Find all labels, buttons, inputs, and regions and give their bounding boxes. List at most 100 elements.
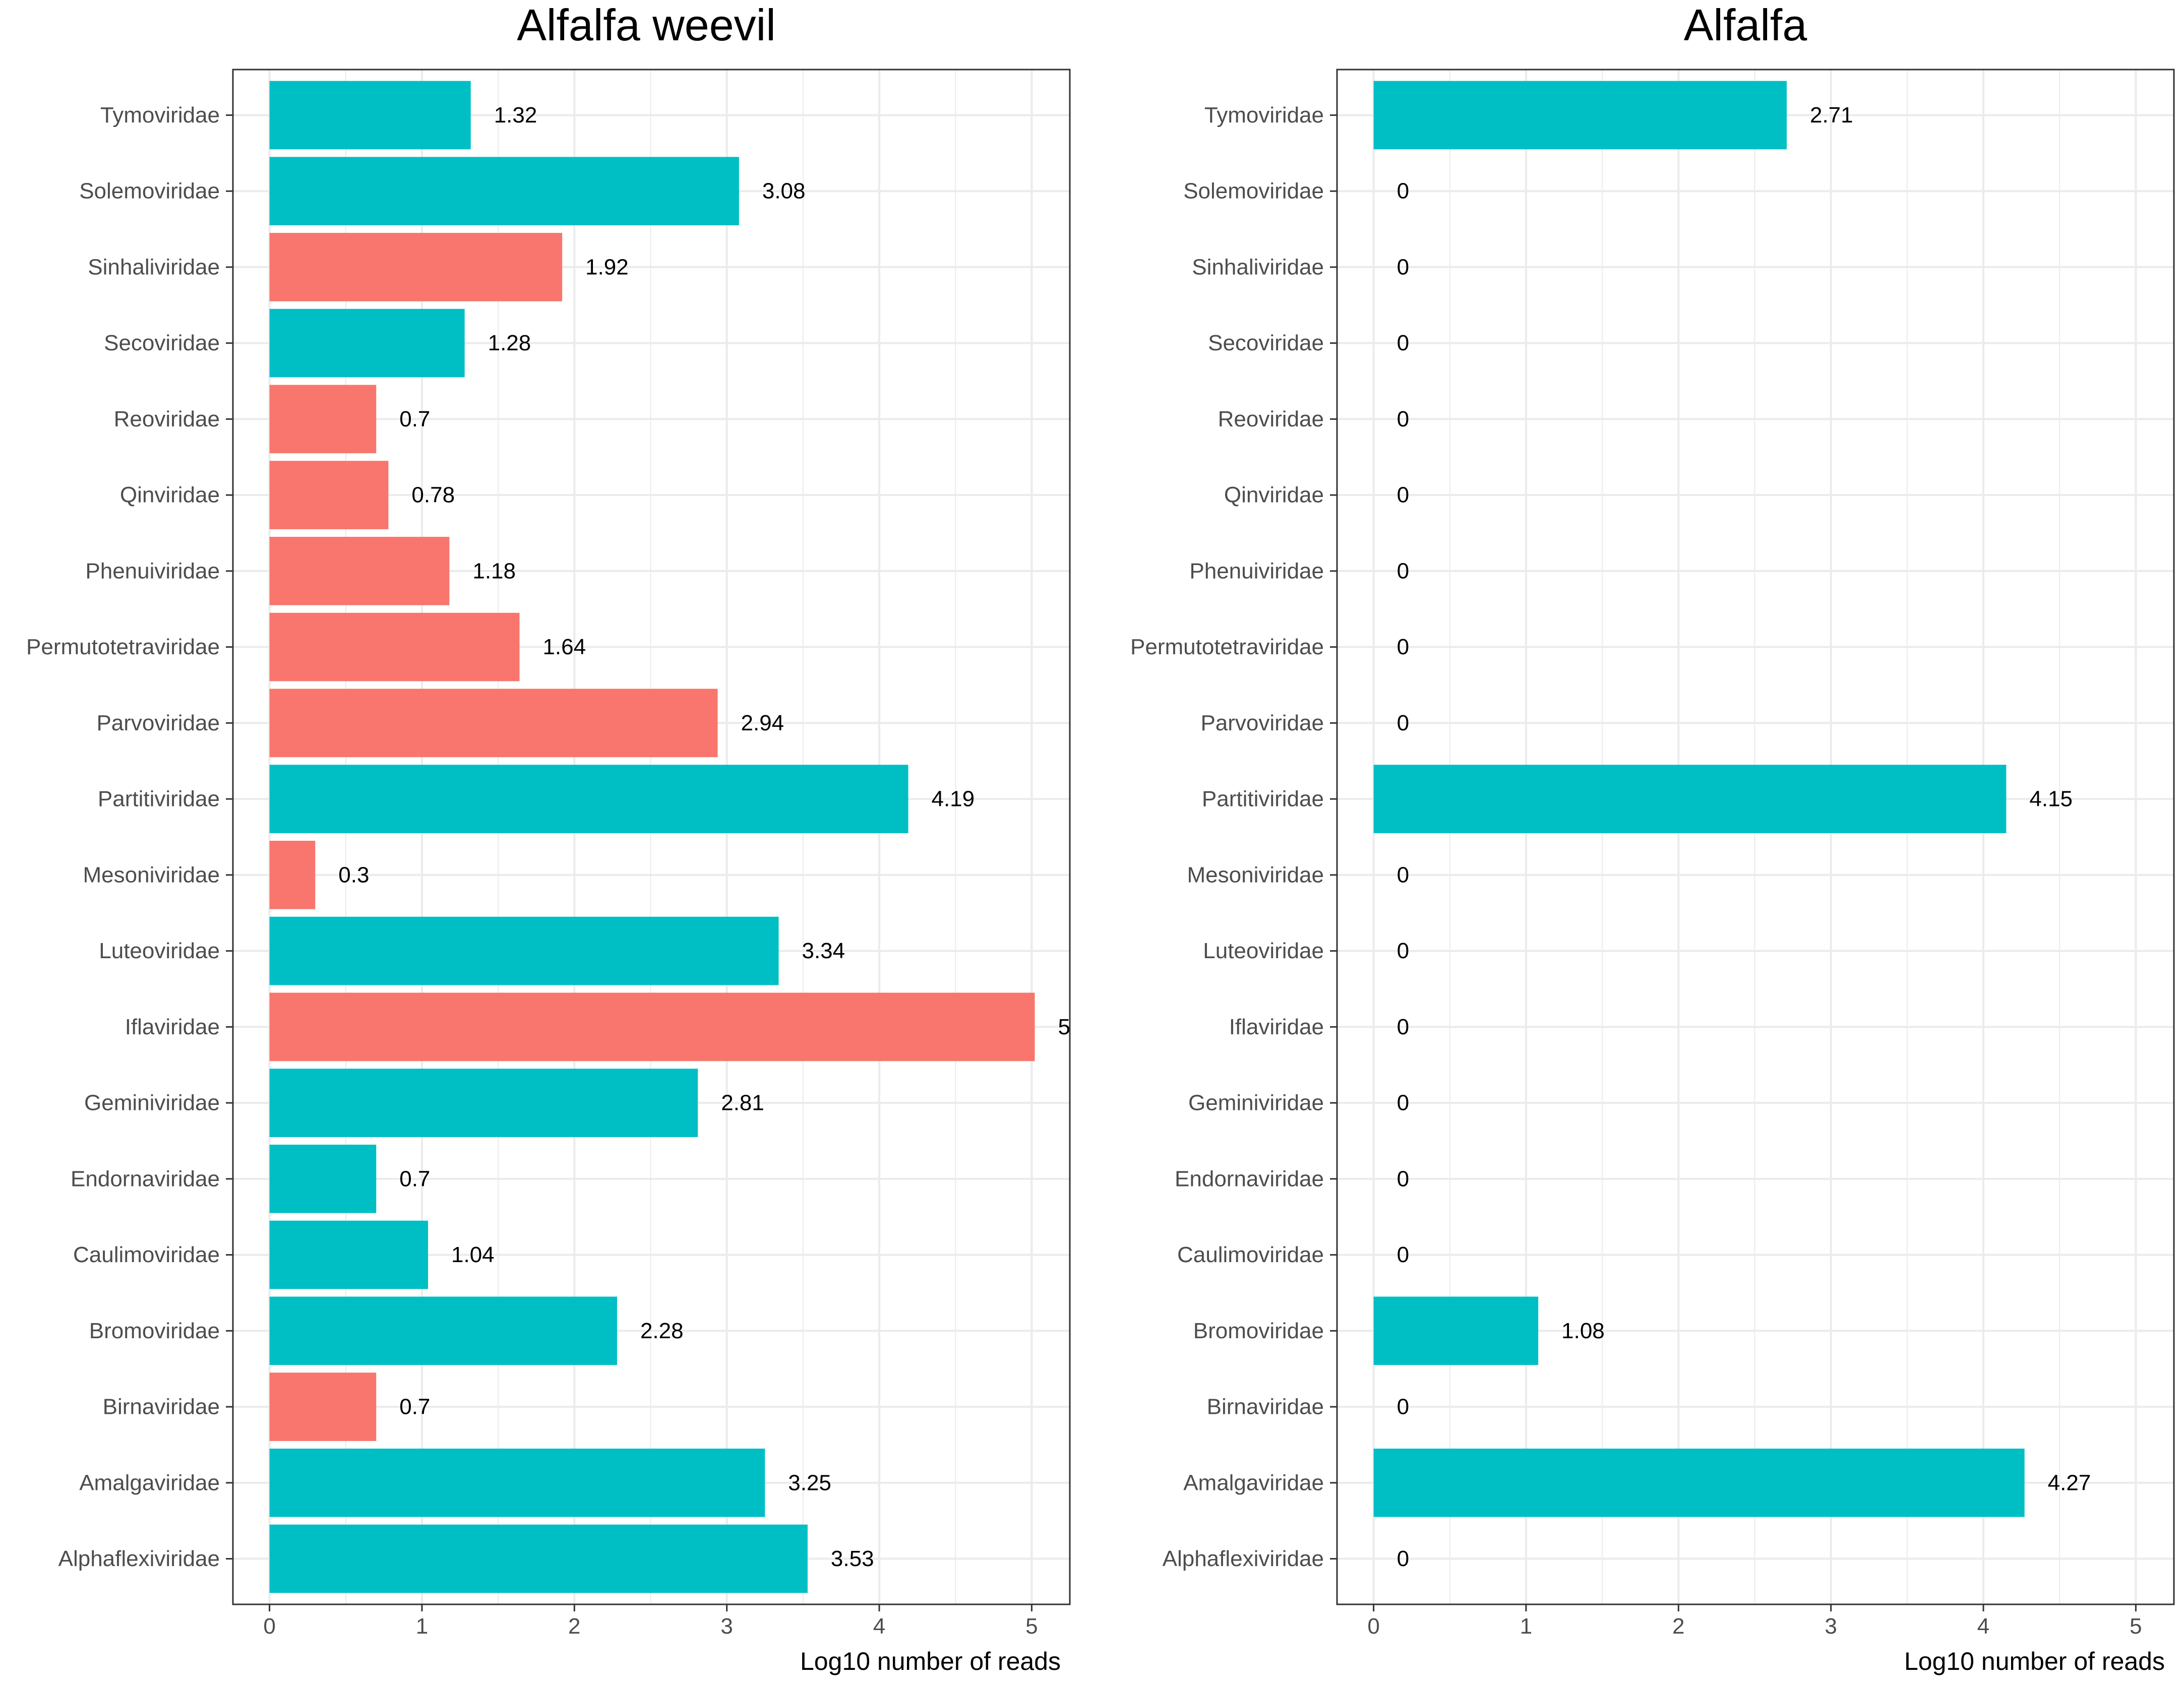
y-tick-label: Luteoviridae [1203, 939, 1324, 963]
x-tick-label: 4 [873, 1614, 885, 1639]
value-label: 0.78 [411, 483, 455, 508]
y-tick-label: Permutotetraviridae [26, 635, 220, 659]
value-label: 0 [1397, 1242, 1409, 1267]
bar-sinhaliviridae [269, 233, 563, 301]
y-tick-label: Reoviridae [1218, 407, 1324, 431]
y-tick-label: Sinhaliviridae [1192, 255, 1324, 279]
bar-amalgaviridae [269, 1448, 765, 1517]
y-tick-label: Parvoviridae [96, 711, 220, 735]
y-tick-label: Partitiviridae [98, 787, 220, 812]
y-tick-label: Caulimoviridae [1177, 1242, 1324, 1267]
value-label: 4.27 [2048, 1470, 2091, 1495]
value-label: 2.28 [640, 1319, 684, 1343]
y-tick-label: Secoviridae [1208, 331, 1324, 355]
x-tick-label: 3 [720, 1614, 733, 1639]
value-label: 2.81 [721, 1091, 764, 1115]
value-label: 3.25 [788, 1470, 831, 1495]
bar-alphaflexiviridae [269, 1524, 808, 1593]
y-tick-label: Secoviridae [104, 331, 220, 355]
y-tick-label: Geminiviridae [1188, 1091, 1324, 1115]
bar-partitiviridae [269, 765, 908, 833]
y-tick-label: Luteoviridae [99, 939, 220, 963]
bar-tymoviridae [269, 81, 471, 150]
x-tick-label: 2 [1672, 1614, 1684, 1639]
chart-title: Alfalfa [1684, 0, 1807, 50]
value-label: 2.71 [1810, 103, 1853, 128]
bar-amalgaviridae [1373, 1448, 2025, 1517]
y-tick-label: Solemoviridae [79, 179, 220, 204]
value-label: 0 [1397, 862, 1409, 887]
bar-partitiviridae [1373, 765, 2007, 833]
value-label: 1.92 [585, 255, 629, 279]
x-tick-label: 3 [1825, 1614, 1837, 1639]
bar-secoviridae [269, 308, 465, 378]
bar-birnaviridae [269, 1372, 377, 1441]
value-label: 4.19 [931, 787, 975, 812]
bar-tymoviridae [1373, 81, 1787, 150]
value-label: 0 [1397, 179, 1409, 204]
x-tick-label: 4 [1977, 1614, 1989, 1639]
x-tick-label: 1 [1520, 1614, 1532, 1639]
bar-bromoviridae [269, 1296, 617, 1365]
value-label: 0 [1397, 331, 1409, 355]
value-label: 0 [1397, 711, 1409, 735]
bar-caulimoviridae [269, 1220, 429, 1289]
y-tick-label: Endornaviridae [71, 1166, 220, 1191]
x-tick-label: 0 [263, 1614, 275, 1639]
value-label: 0.3 [338, 862, 369, 887]
y-tick-label: Solemoviridae [1183, 179, 1324, 204]
y-tick-label: Reoviridae [114, 407, 220, 431]
x-tick-label: 1 [416, 1614, 428, 1639]
y-tick-label: Parvoviridae [1200, 711, 1324, 735]
y-tick-label: Sinhaliviridae [88, 255, 220, 279]
y-tick-label: Iflaviridae [1229, 1015, 1324, 1039]
panel-border [1336, 69, 2175, 1605]
value-label: 0 [1397, 635, 1409, 659]
y-tick-label: Amalgaviridae [1183, 1470, 1324, 1495]
value-label: 0 [1397, 1015, 1409, 1039]
value-label: 4.15 [2029, 787, 2073, 812]
y-tick-label: Endornaviridae [1175, 1166, 1324, 1191]
chart-title: Alfalfa weevil [517, 0, 776, 50]
value-label: 0 [1397, 483, 1409, 508]
value-label: 1.04 [451, 1242, 495, 1267]
value-label: 3.08 [762, 179, 806, 204]
bar-endornaviridae [269, 1145, 377, 1213]
y-tick-label: Caulimoviridae [73, 1242, 220, 1267]
value-label: 1.18 [472, 558, 516, 583]
value-label: 0 [1397, 1395, 1409, 1419]
y-tick-label: Amalgaviridae [79, 1470, 220, 1495]
value-label: 1.64 [542, 635, 586, 659]
value-label: 0 [1397, 558, 1409, 583]
y-tick-label: Birnaviridae [103, 1395, 220, 1419]
y-tick-label: Tymoviridae [100, 103, 220, 128]
value-label: 0 [1397, 407, 1409, 431]
bar-parvoviridae [269, 689, 718, 758]
y-tick-label: Mesoniviridae [83, 862, 220, 887]
value-label: 1.28 [488, 331, 531, 355]
y-tick-label: Partitiviridae [1202, 787, 1324, 812]
y-tick-label: Birnaviridae [1207, 1395, 1324, 1419]
bar-reoviridae [269, 385, 377, 454]
x-tick-label: 5 [1025, 1614, 1038, 1639]
value-label: 0.7 [399, 1395, 430, 1419]
x-tick-label: 0 [1367, 1614, 1379, 1639]
bar-phenuiviridae [269, 537, 450, 605]
value-label: 2.94 [741, 711, 784, 735]
x-axis-title: Log10 number of reads [800, 1647, 1061, 1675]
panel-background [1337, 70, 2174, 1604]
bar-permutotetraviridae [269, 612, 520, 681]
y-tick-label: Phenuiviridae [1189, 558, 1324, 583]
value-label: 3.34 [802, 939, 845, 963]
bar-bromoviridae [1373, 1296, 1539, 1365]
value-label: 0 [1397, 1166, 1409, 1191]
value-label: 1.32 [494, 103, 537, 128]
y-tick-label: Tymoviridae [1204, 103, 1324, 128]
panel-border [232, 69, 1071, 1605]
y-tick-label: Permutotetraviridae [1130, 635, 1324, 659]
y-tick-label: Iflaviridae [125, 1015, 220, 1039]
x-axis-title: Log10 number of reads [1904, 1647, 2165, 1675]
bar-iflaviridae [269, 992, 1035, 1062]
bar-solemoviridae [269, 157, 739, 226]
y-tick-label: Geminiviridae [84, 1091, 220, 1115]
